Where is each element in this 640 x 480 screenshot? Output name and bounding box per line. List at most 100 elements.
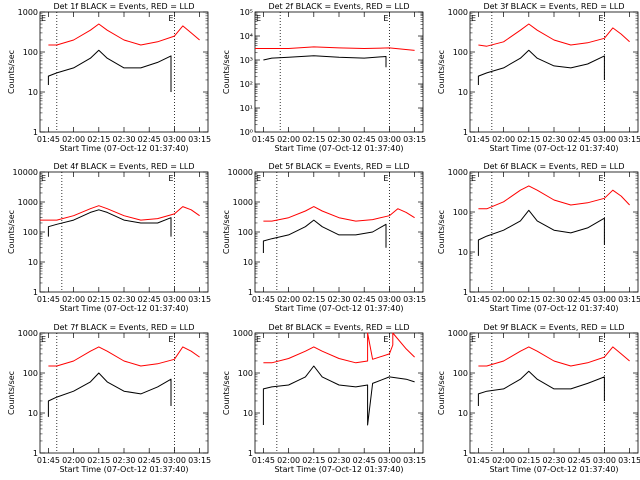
y-tick-label: 1000 xyxy=(448,8,468,17)
corner-marker-left: E xyxy=(41,174,46,183)
x-tick-label: 03:15 xyxy=(403,456,426,465)
panel-title: Det 7f BLACK = Events, RED = LLD xyxy=(53,323,194,332)
y-axis-label: Counts/sec xyxy=(7,50,16,94)
x-axis-label: Start Time (07-Oct-12 01:37:40) xyxy=(59,144,188,153)
corner-marker-right: E xyxy=(598,335,603,344)
y-axis-label: Counts/sec xyxy=(437,50,446,94)
x-tick-label: 01:45 xyxy=(37,135,60,144)
corner-marker-right: E xyxy=(168,14,173,23)
y-tick-label: 10 xyxy=(458,248,468,257)
x-tick-label: 02:00 xyxy=(277,295,300,304)
panel-2: Det 2f BLACK = Events, RED = LLD 10⁰ 10¹ 10… xyxy=(222,2,426,153)
y-tick-label: 10⁴ xyxy=(240,32,253,41)
lld-series-line xyxy=(48,23,200,46)
panel-4: Det 4f BLACK = Events, RED = LLD 1 10 100 10… xyxy=(7,162,211,313)
x-tick-label: 02:15 xyxy=(517,295,540,304)
x-tick-label: 02:00 xyxy=(277,456,300,465)
x-tick-label: 03:15 xyxy=(403,135,426,144)
x-tick-label: 02:00 xyxy=(62,295,85,304)
panel-8: Det 8f BLACK = Events, RED = LLD 1 10 100 10… xyxy=(222,323,426,474)
x-tick-label: 02:00 xyxy=(492,295,515,304)
x-tick-label: 03:00 xyxy=(163,456,186,465)
y-tick-label: 1 xyxy=(33,288,38,297)
y-tick-label: 100 xyxy=(453,369,468,378)
y-tick-label: 10¹ xyxy=(240,104,253,113)
x-tick-label: 02:30 xyxy=(112,135,135,144)
x-tick-label: 01:45 xyxy=(37,295,60,304)
y-axis-label: Counts/sec xyxy=(437,371,446,415)
x-tick-label: 02:30 xyxy=(327,135,350,144)
x-tick-label: 02:45 xyxy=(353,295,376,304)
y-tick-label: 100 xyxy=(23,228,38,237)
x-tick-label: 02:30 xyxy=(112,456,135,465)
x-tick-label: 02:45 xyxy=(138,135,161,144)
panel-title: Det 4f BLACK = Events, RED = LLD xyxy=(53,162,194,171)
corner-marker-right: E xyxy=(598,14,603,23)
y-tick-label: 10000 xyxy=(13,168,38,177)
corner-marker-left: E xyxy=(256,335,261,344)
y-tick-label: 1000 xyxy=(18,8,38,17)
x-tick-label: 02:00 xyxy=(62,456,85,465)
panel-title: Det 2f BLACK = Events, RED = LLD xyxy=(268,2,409,11)
panel-title: Det 6f BLACK = Events, RED = LLD xyxy=(483,162,624,171)
y-tick-label: 1 xyxy=(33,128,38,137)
x-tick-label: 02:00 xyxy=(277,135,300,144)
x-tick-label: 02:30 xyxy=(327,456,350,465)
x-tick-label: 02:30 xyxy=(542,135,565,144)
x-tick-label: 03:15 xyxy=(618,456,640,465)
x-tick-label: 03:15 xyxy=(618,295,640,304)
panel-title: Det 3f BLACK = Events, RED = LLD xyxy=(483,2,624,11)
events-series-line xyxy=(47,49,172,92)
y-tick-label: 1 xyxy=(248,449,253,458)
y-tick-label: 1000 xyxy=(233,329,253,338)
x-tick-label: 02:30 xyxy=(542,456,565,465)
y-tick-label: 100 xyxy=(453,208,468,217)
x-tick-label: 02:15 xyxy=(302,456,325,465)
x-tick-label: 02:45 xyxy=(568,295,591,304)
corner-marker-left: E xyxy=(471,14,476,23)
events-series-line xyxy=(477,49,605,85)
x-tick-label: 02:00 xyxy=(492,456,515,465)
events-series-line xyxy=(262,219,387,253)
x-tick-label: 02:00 xyxy=(492,135,515,144)
events-series-line xyxy=(263,55,387,68)
x-tick-label: 02:30 xyxy=(542,295,565,304)
y-tick-label: 1000 xyxy=(448,168,468,177)
corner-marker-right: E xyxy=(383,335,388,344)
y-axis-label: Counts/sec xyxy=(7,371,16,415)
x-tick-label: 03:15 xyxy=(403,295,426,304)
y-tick-label: 10 xyxy=(243,258,253,267)
y-tick-label: 1 xyxy=(463,128,468,137)
x-tick-label: 03:15 xyxy=(188,135,211,144)
x-axis-label: Start Time (07-Oct-12 01:37:40) xyxy=(274,465,403,474)
lld-series-line xyxy=(40,205,200,221)
corner-marker-left: E xyxy=(471,335,476,344)
corner-marker-right: E xyxy=(598,174,603,183)
y-tick-label: 100 xyxy=(238,228,253,237)
y-tick-label: 1 xyxy=(463,288,468,297)
x-tick-label: 01:45 xyxy=(252,456,275,465)
x-tick-label: 02:15 xyxy=(517,135,540,144)
events-series-line xyxy=(477,370,605,406)
events-series-line xyxy=(262,365,415,426)
y-tick-label: 1000 xyxy=(18,329,38,338)
panel-1: Det 1f BLACK = Events, RED = LLD 1 10 100 10… xyxy=(7,2,211,153)
y-tick-label: 10000 xyxy=(228,168,253,177)
y-tick-label: 1 xyxy=(463,449,468,458)
corner-marker-left: E xyxy=(41,14,46,23)
x-tick-label: 02:15 xyxy=(517,456,540,465)
y-tick-label: 100 xyxy=(238,369,253,378)
y-tick-label: 10 xyxy=(28,409,38,418)
y-tick-label: 1000 xyxy=(18,198,38,207)
panel-title: Det 1f BLACK = Events, RED = LLD xyxy=(53,2,194,11)
y-axis-label: Counts/sec xyxy=(222,371,231,415)
panel-9: Det 9f BLACK = Events, RED = LLD 1 10 100 10… xyxy=(437,323,640,474)
panel-title: Det 5f BLACK = Events, RED = LLD xyxy=(268,162,409,171)
x-axis-label: Start Time (07-Oct-12 01:37:40) xyxy=(59,465,188,474)
plot-frame xyxy=(469,11,639,133)
y-tick-label: 100 xyxy=(23,48,38,57)
corner-marker-right: E xyxy=(383,14,388,23)
lld-series-line xyxy=(255,46,415,51)
x-axis-label: Start Time (07-Oct-12 01:37:40) xyxy=(489,304,618,313)
y-tick-label: 10 xyxy=(28,258,38,267)
